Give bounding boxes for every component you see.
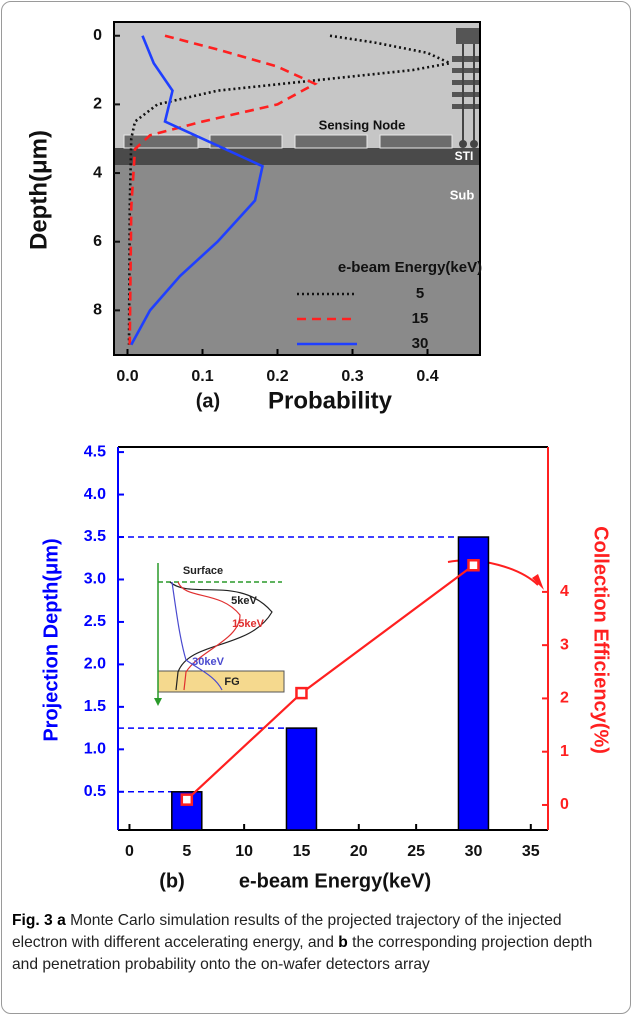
x-tick-label: 0.0 xyxy=(116,368,138,385)
data-line xyxy=(128,34,318,345)
bar xyxy=(457,536,490,831)
annotation: 30keV xyxy=(192,656,224,668)
sti-band xyxy=(114,148,480,165)
panel-label: (b) xyxy=(159,870,185,892)
y-tick-label: 1.5 xyxy=(84,698,106,715)
y-tick-label: 2 xyxy=(93,96,102,113)
figure-caption: Fig. 3 a Monte Carlo simulation results … xyxy=(12,910,612,976)
y-axis-title: Depth(μm) xyxy=(25,130,52,250)
figure: Sensing Node STI Sub Depth(μm) (a) Proba… xyxy=(25,21,612,892)
x-tick-label: 25 xyxy=(407,843,425,860)
y-tick-label: 4.0 xyxy=(84,486,106,503)
caption-text: Monte Carlo simulation results of the pr… xyxy=(12,912,562,951)
y2-axis-title: Collection Efficiency(%) xyxy=(590,526,612,754)
y-tick-label: 1.0 xyxy=(84,741,106,758)
annotation: Sub xyxy=(450,187,475,202)
x-tick-label: 0.4 xyxy=(416,368,438,385)
data-marker xyxy=(467,559,480,572)
y-tick-label: 8 xyxy=(93,302,102,319)
bar xyxy=(285,727,318,831)
y-tick-label: 4 xyxy=(93,164,102,181)
y-tick-label: 3.0 xyxy=(84,571,106,588)
panel-label: (a) xyxy=(196,390,220,412)
x-tick-label: 0.2 xyxy=(266,368,288,385)
axis-arrow-head xyxy=(532,574,544,590)
x-axis-title: Probability xyxy=(268,387,393,414)
y2-tick-label: 2 xyxy=(560,690,569,707)
annotation: FG xyxy=(224,676,239,688)
data-marker xyxy=(180,793,194,806)
annotation: 5keV xyxy=(231,595,257,607)
annotation: STI xyxy=(455,149,474,163)
y2-tick-label: 0 xyxy=(560,796,569,813)
inset xyxy=(154,563,285,706)
x-tick-label: 0.3 xyxy=(341,368,363,385)
caption-label: Fig. 3 xyxy=(12,912,53,929)
y-tick-label: 2.0 xyxy=(84,656,106,673)
x-tick-label: 35 xyxy=(522,843,540,860)
y-tick-label: 6 xyxy=(93,233,102,250)
y2-tick-label: 3 xyxy=(560,636,569,653)
legend-title: e-beam Energy(keV) xyxy=(338,259,482,276)
sensing-nodes xyxy=(123,134,453,149)
x-tick-label: 15 xyxy=(293,843,311,860)
annotation: 15keV xyxy=(232,618,264,630)
y-tick-label: 0 xyxy=(93,27,102,44)
x-tick-label: 0 xyxy=(125,843,134,860)
legend-label: 15 xyxy=(412,310,429,327)
annotation: Sensing Node xyxy=(319,117,406,132)
annotation: Surface xyxy=(183,565,223,577)
substrate xyxy=(114,165,480,355)
caption-text: the corresponding projection depth and p… xyxy=(12,934,593,973)
data-line xyxy=(130,35,264,346)
caption-part: b xyxy=(338,934,348,951)
y-axis-title: Projection Depth(μm) xyxy=(40,538,62,741)
y-tick-label: 3.5 xyxy=(84,528,106,545)
caption-part: a xyxy=(57,912,66,929)
legend-label: 5 xyxy=(416,285,424,302)
x-tick-label: 10 xyxy=(235,843,253,860)
plot-frame xyxy=(113,21,481,356)
x-tick-label: 30 xyxy=(465,843,483,860)
y-tick-label: 4.5 xyxy=(84,443,106,460)
x-tick-label: 5 xyxy=(182,843,191,860)
y-tick-label: 2.5 xyxy=(84,613,106,630)
x-tick-label: 20 xyxy=(350,843,368,860)
interconnect-stack xyxy=(452,28,480,148)
x-axis-title: e-beam Energy(keV) xyxy=(239,870,431,892)
data-marker xyxy=(295,686,308,700)
data-line xyxy=(127,34,455,345)
legend-label: 30 xyxy=(412,335,429,352)
y2-tick-label: 1 xyxy=(560,743,569,760)
y-tick-label: 0.5 xyxy=(84,783,106,800)
y2-tick-label: 4 xyxy=(560,583,569,600)
x-tick-label: 0.1 xyxy=(191,368,213,385)
